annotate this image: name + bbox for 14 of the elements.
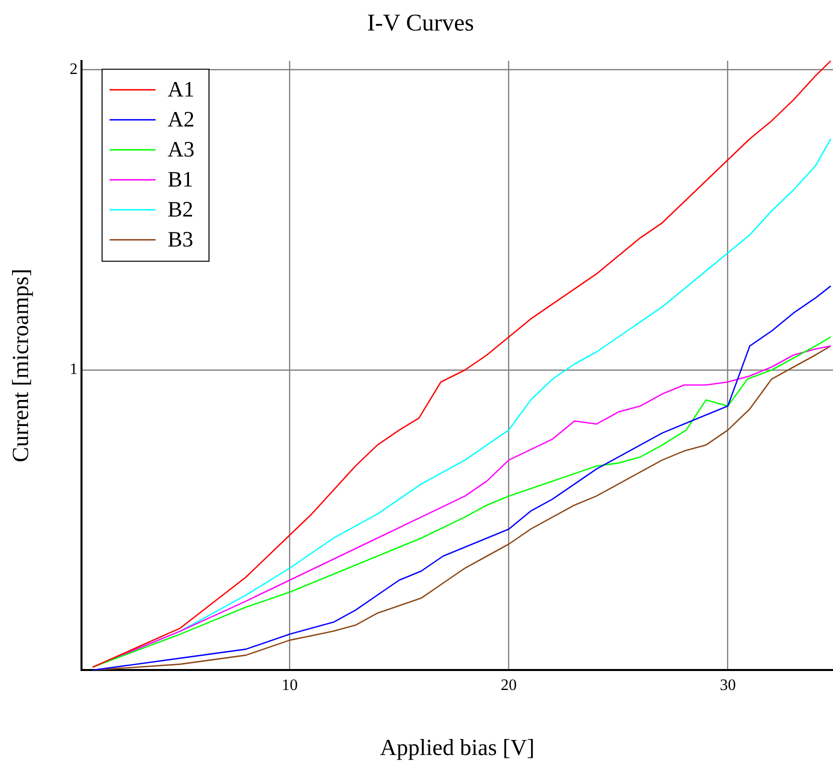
legend-label: B1	[168, 166, 194, 192]
legend-label: A3	[168, 136, 194, 162]
y-tick-label: 1	[70, 361, 78, 378]
y-axis-title: Current [microamps]	[8, 268, 33, 462]
legend-label: B2	[168, 196, 194, 222]
legend-label: A2	[168, 106, 194, 132]
y-tick-label: 2	[70, 61, 78, 78]
x-tick-label: 10	[282, 677, 298, 694]
x-axis-title: Applied bias [V]	[380, 735, 535, 760]
x-tick-label: 30	[720, 677, 736, 694]
x-tick-label: 20	[500, 677, 517, 694]
legend-label: B3	[168, 226, 194, 252]
chart-title: I-V Curves	[367, 10, 474, 37]
legend-label: A1	[168, 76, 194, 102]
